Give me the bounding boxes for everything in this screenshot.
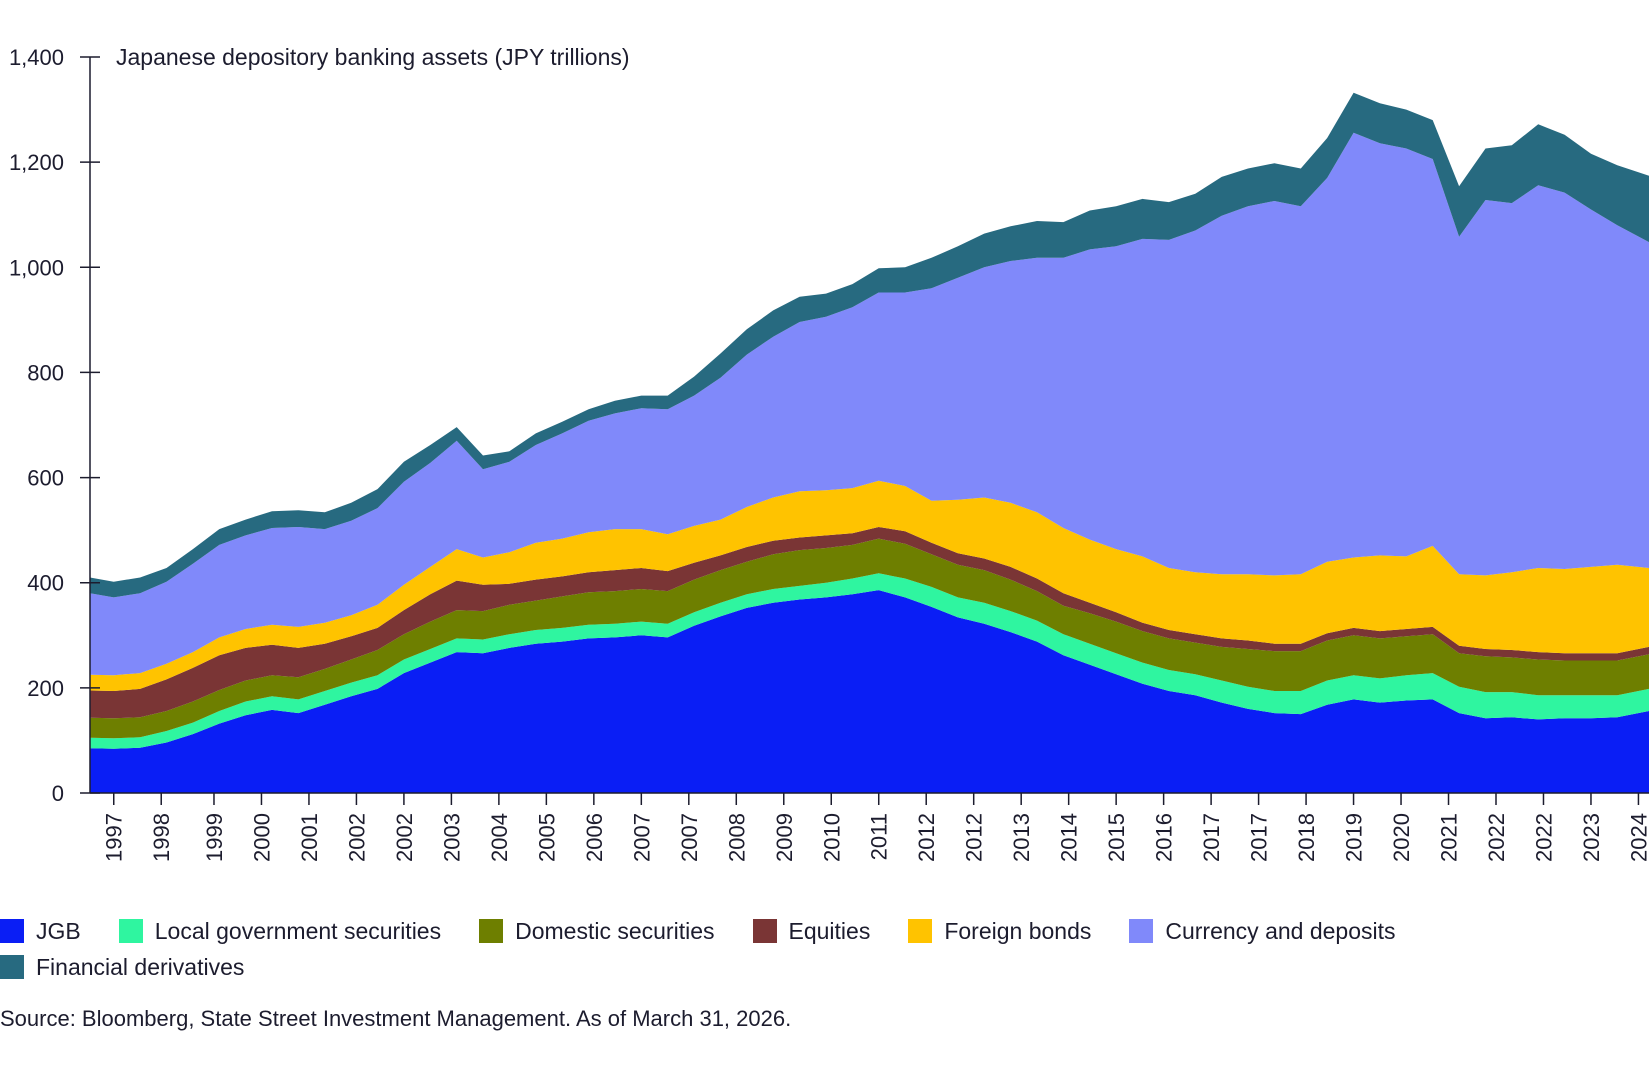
legend-swatch	[908, 919, 933, 943]
x-tick-label: 2020	[1389, 813, 1414, 862]
x-tick-label: 2003	[439, 813, 464, 862]
x-tick-label: 2018	[1294, 813, 1319, 862]
y-tick-label: 1,200	[9, 150, 64, 175]
x-tick-label: 1999	[202, 813, 227, 862]
chart-title: Japanese depository banking assets (JPY …	[116, 44, 630, 70]
legend-item: Foreign bonds	[908, 918, 1091, 944]
x-tick-label: 2023	[1579, 813, 1604, 862]
x-tick-label: 2001	[297, 813, 322, 862]
legend-label: Equities	[788, 917, 871, 944]
legend-item: Local government securities	[118, 917, 442, 944]
x-tick-label: 2000	[250, 813, 275, 862]
x-tick-label: 2008	[724, 813, 749, 862]
x-tick-label: 2007	[629, 813, 654, 862]
legend-swatch	[0, 919, 24, 943]
x-tick-label: 2024	[1626, 813, 1649, 862]
x-tick-label: 2004	[487, 813, 512, 862]
legend-swatch	[0, 955, 24, 979]
y-tick-label: 600	[27, 466, 64, 491]
x-tick-label: 2011	[867, 813, 892, 860]
area-currency-and-deposits	[90, 132, 1649, 676]
x-tick-label: 2012	[962, 813, 987, 862]
x-tick-label: 2019	[1342, 813, 1367, 862]
legend-item: Domestic securities	[479, 917, 715, 944]
legend-swatch	[118, 919, 143, 943]
x-tick-label: 2022	[1532, 813, 1557, 862]
x-tick-label: 2006	[582, 813, 607, 862]
x-tick-label: 2002	[392, 813, 417, 862]
x-tick-label: 2010	[819, 813, 844, 862]
x-tick-label: 2017	[1247, 813, 1272, 862]
area-local-government-securities	[90, 573, 1649, 749]
x-tick-label: 2007	[677, 813, 702, 862]
x-axis: 1997 1998 1999 2000 2001 2002 2002 2003 2004 2005…	[90, 792, 1649, 862]
area-domestic-securities	[90, 538, 1649, 739]
legend-item: JGB	[0, 918, 81, 944]
x-tick-label: 2021	[1437, 813, 1462, 862]
y-tick-label: 400	[27, 571, 64, 596]
x-tick-label: 2016	[1152, 813, 1177, 862]
legend-label: Foreign bonds	[944, 917, 1092, 944]
area-layers	[90, 92, 1649, 793]
x-tick-label: 2013	[1009, 813, 1034, 862]
x-tick-label: 2014	[1057, 813, 1082, 862]
area-equities	[90, 527, 1649, 719]
x-tick-label: 2015	[1104, 813, 1129, 862]
y-tick-label: 200	[27, 676, 64, 701]
x-tick-label: 2022	[1484, 813, 1509, 862]
y-axis: 0 200 400 600 800 1,000 1,200 1,400	[9, 45, 100, 806]
source-note: Source: Bloomberg, State Street Investme…	[0, 1006, 792, 1031]
x-tick-label: 1998	[149, 813, 174, 862]
y-tick-label: 800	[27, 360, 64, 385]
x-tick-label: 1997	[102, 813, 127, 862]
legend-label: Currency and deposits	[1165, 917, 1396, 944]
legend-label: Local government securities	[154, 917, 442, 944]
legend-label: Financial derivatives	[36, 953, 245, 980]
legend-swatch	[752, 919, 777, 943]
legend-label: Domestic securities	[515, 917, 715, 944]
legend-label: JGB	[36, 917, 81, 944]
legend-item: Equities	[752, 917, 871, 944]
area-jgb	[90, 590, 1649, 793]
y-tick-label: 1,000	[9, 255, 64, 280]
x-tick-label: 2005	[534, 813, 559, 862]
legend-item: Currency and deposits	[1129, 917, 1396, 944]
legend-swatch	[479, 919, 504, 943]
x-tick-label: 2012	[914, 813, 939, 862]
x-tick-label: 2009	[772, 813, 797, 862]
y-tick-label: 1,400	[9, 45, 64, 70]
area-foreign-bonds	[90, 480, 1649, 691]
chart-legend: JGB Local government securities Domestic s…	[0, 918, 1560, 980]
y-tick-label: 0	[52, 781, 64, 806]
x-tick-label: 2002	[344, 813, 369, 862]
legend-item: Financial derivatives	[0, 954, 244, 980]
legend-swatch	[1129, 919, 1154, 943]
x-tick-label: 2017	[1199, 813, 1224, 862]
